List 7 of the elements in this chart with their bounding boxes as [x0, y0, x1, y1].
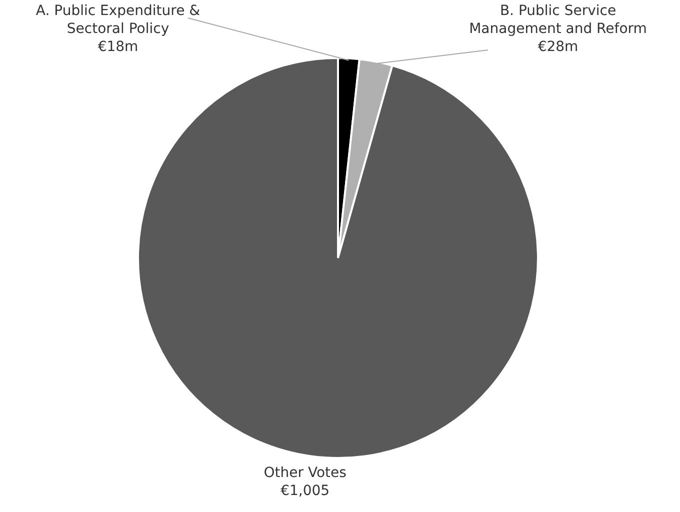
data-label: €1,005 [280, 483, 330, 499]
slice-label: A. Public Expenditure & Sectoral Policy [36, 3, 200, 37]
data-label: €18m [98, 39, 138, 55]
pie-slice [137, 57, 539, 459]
slice-label: B. Public Service Management and Reform [469, 3, 647, 37]
slice-label: Other Votes [264, 465, 346, 481]
data-label: €28m [538, 39, 578, 55]
